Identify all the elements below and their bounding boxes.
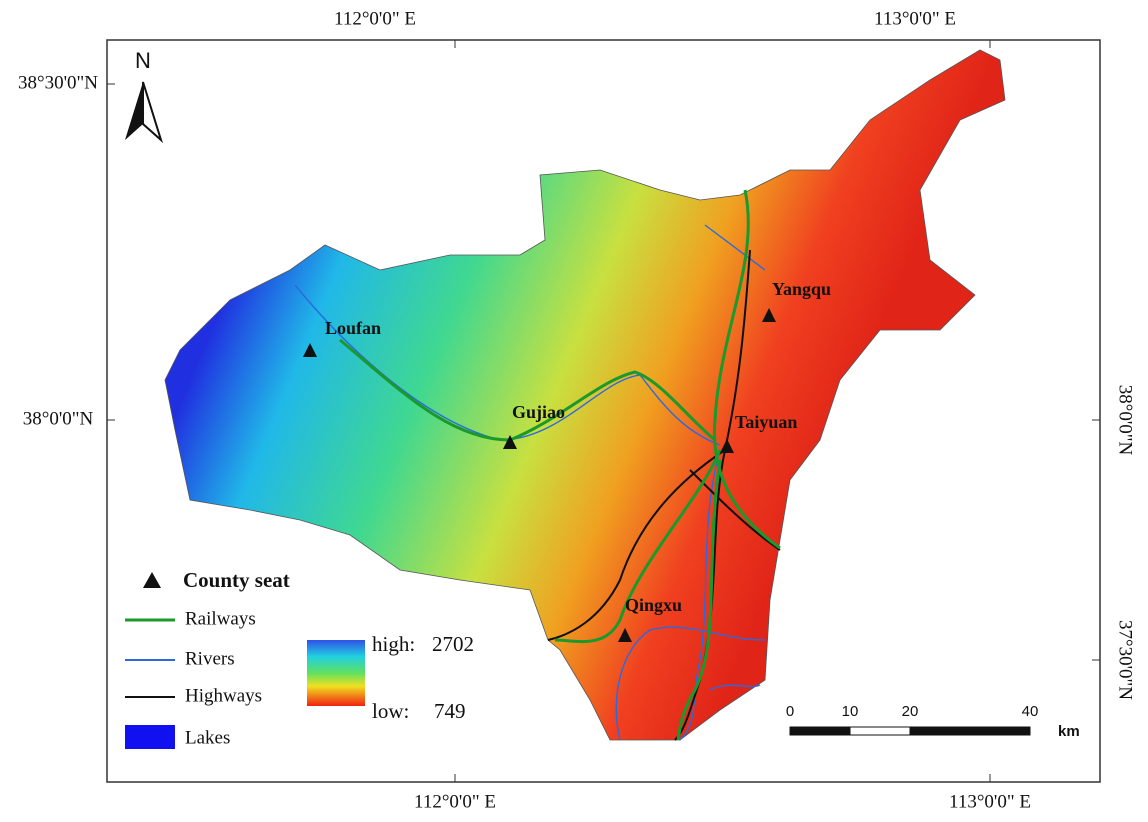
legend-value: 749 bbox=[434, 699, 466, 723]
longitude-label: 113°0'0" E bbox=[874, 8, 956, 29]
scale-label: 40 bbox=[1022, 703, 1039, 720]
county-seat-marker bbox=[303, 343, 317, 357]
legend-seat-symbol bbox=[143, 572, 161, 588]
legend-label: low: bbox=[372, 699, 409, 723]
railways bbox=[339, 189, 781, 741]
county-seat-marker bbox=[503, 435, 517, 449]
longitude-label: 113°0'0" E bbox=[949, 791, 1031, 812]
north-label: N bbox=[135, 48, 151, 73]
scale-label: 10 bbox=[842, 703, 859, 720]
scale-unit: km bbox=[1058, 723, 1080, 740]
longitude-label: 112°0'0" E bbox=[414, 791, 496, 812]
scale-segment bbox=[789, 726, 851, 736]
scale-label: 0 bbox=[786, 703, 794, 720]
county-seat-label: Loufan bbox=[325, 318, 381, 338]
latitude-label: 38°0'0"N bbox=[1115, 385, 1136, 456]
longitude-label: 112°0'0" E bbox=[334, 8, 416, 29]
elevation-ramp bbox=[307, 640, 365, 706]
legend-label: County seat bbox=[183, 568, 290, 592]
county-seat-label: Qingxu bbox=[625, 595, 682, 615]
county-seat-marker bbox=[762, 308, 776, 322]
county-seat-label: Gujiao bbox=[512, 402, 565, 422]
scale-label: 20 bbox=[902, 703, 919, 720]
legend-value: 2702 bbox=[432, 632, 474, 656]
legend-label: high: bbox=[372, 632, 415, 656]
scale-segment bbox=[909, 726, 1031, 736]
north-arrow bbox=[125, 81, 164, 144]
legend-label: Lakes bbox=[185, 727, 230, 748]
legend-label: Rivers bbox=[185, 648, 235, 669]
legend-label: Railways bbox=[185, 608, 256, 629]
latitude-label: 38°0'0"N bbox=[23, 408, 94, 429]
rivers bbox=[294, 224, 766, 741]
latitude-label: 38°30'0"N bbox=[18, 72, 98, 93]
latitude-label: 37°30'0"N bbox=[1115, 620, 1136, 700]
legend-lake-symbol bbox=[125, 725, 175, 749]
county-seat-label: Yangqu bbox=[772, 279, 831, 299]
county-seat-label: Taiyuan bbox=[735, 412, 797, 432]
legend-label: Highways bbox=[185, 685, 262, 706]
county-seat-marker bbox=[720, 439, 734, 453]
county-seat-marker bbox=[618, 628, 632, 642]
study-area bbox=[164, 49, 1006, 741]
scale-segment bbox=[849, 726, 911, 736]
